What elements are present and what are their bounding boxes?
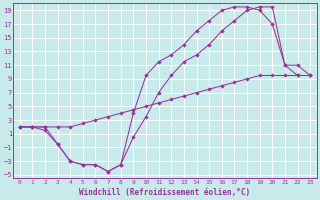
X-axis label: Windchill (Refroidissement éolien,°C): Windchill (Refroidissement éolien,°C)	[79, 188, 251, 197]
